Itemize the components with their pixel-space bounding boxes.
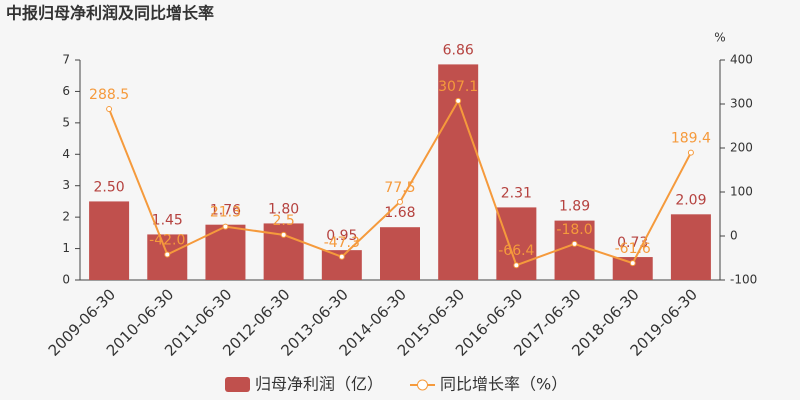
line-value-label: -18.0 [556,222,592,238]
y-tick-label: 1 [62,241,70,255]
y2-tick-label: 400 [730,53,753,67]
y-tick-label: 2 [62,210,70,224]
line-point [687,149,694,156]
bar [380,227,420,280]
bar-value-label: 2.50 [94,179,125,195]
y-tick-label: 4 [62,147,70,161]
y-tick-label: 6 [62,84,70,98]
line-point [280,231,287,238]
legend-swatch [225,377,250,392]
bar [438,64,479,281]
bar-value-label: 0.95 [326,228,357,244]
bar-value-label: 2.09 [675,192,706,208]
line-value-label: 288.5 [89,87,129,103]
line-value-label: -66.4 [498,243,534,259]
line-point [106,106,113,113]
line-point [338,253,345,260]
y-tick-label: 7 [62,53,70,67]
bar [89,201,130,280]
y2-tick-label: 0 [730,229,738,243]
legend-swatch [417,379,428,391]
line-value-label: 307.1 [438,79,478,95]
line-point [513,262,520,269]
y2-tick-label: -100 [730,273,757,287]
bar-value-label: 6.86 [443,42,474,58]
y-tick-label: 3 [62,178,70,192]
y2-axis-label: % [714,31,725,45]
y-tick-label: 0 [62,273,70,287]
chart-title: 中报归母净利润及同比增长率 [6,4,214,23]
bar [612,257,653,280]
legend-label: 同比增长率（%） [440,375,567,394]
y2-tick-label: 200 [730,141,753,155]
line-point [164,251,171,258]
bar-value-label: 1.76 [210,203,241,219]
line-point [629,260,636,267]
line-point [571,240,578,247]
line-value-label: 21.3 [210,205,241,221]
y2-tick-label: 300 [730,97,753,111]
line-value-label: 2.5 [273,213,295,229]
bar-value-label: 2.31 [501,185,532,201]
line-value-label: -61.6 [615,241,651,257]
legend-label: 归母净利润（亿） [255,375,383,394]
bar-value-label: 1.89 [559,199,590,215]
line-value-label: -42.0 [149,232,185,248]
bar [554,220,595,280]
line-value-label: 77.5 [384,180,415,196]
line-value-label: -47.3 [324,235,360,251]
bar-value-label: 1.45 [152,212,183,228]
line-point [397,198,403,205]
y-tick-label: 5 [62,115,70,129]
line-value-label: 189.4 [671,131,711,147]
bar [670,214,711,280]
line-point [455,97,462,104]
y2-tick-label: 100 [730,185,753,199]
line-point [222,223,229,230]
bar-value-label: 1.80 [268,201,299,217]
